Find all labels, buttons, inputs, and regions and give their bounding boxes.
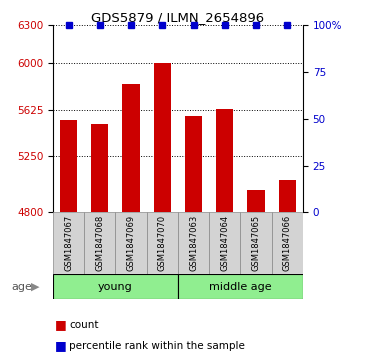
Text: GSM1847069: GSM1847069: [127, 215, 135, 271]
Bar: [241, 212, 272, 274]
Title: GDS5879 / ILMN_2654896: GDS5879 / ILMN_2654896: [91, 11, 265, 24]
Bar: [178, 212, 209, 274]
Bar: [115, 212, 147, 274]
Bar: [123, 84, 140, 212]
Text: age: age: [11, 282, 32, 292]
Bar: [216, 109, 233, 212]
Bar: [91, 124, 108, 212]
Bar: [60, 120, 77, 212]
Text: percentile rank within the sample: percentile rank within the sample: [69, 340, 245, 351]
Bar: [53, 212, 84, 274]
Text: GSM1847070: GSM1847070: [158, 215, 167, 271]
Text: young: young: [98, 282, 133, 292]
Text: GSM1847063: GSM1847063: [189, 215, 198, 271]
Text: ■: ■: [55, 318, 66, 331]
Text: ■: ■: [55, 339, 66, 352]
Bar: [53, 274, 178, 299]
Bar: [84, 212, 115, 274]
Bar: [279, 180, 296, 212]
Text: GSM1847067: GSM1847067: [64, 215, 73, 271]
Text: GSM1847064: GSM1847064: [220, 215, 229, 271]
Bar: [247, 190, 265, 212]
Text: GSM1847066: GSM1847066: [283, 215, 292, 271]
Text: GSM1847068: GSM1847068: [95, 215, 104, 271]
Bar: [209, 212, 241, 274]
Bar: [185, 117, 202, 212]
Bar: [154, 63, 171, 212]
Bar: [272, 212, 303, 274]
Text: ▶: ▶: [31, 282, 39, 292]
Bar: [147, 212, 178, 274]
Bar: [178, 274, 303, 299]
Text: middle age: middle age: [209, 282, 272, 292]
Text: count: count: [69, 320, 99, 330]
Text: GSM1847065: GSM1847065: [251, 215, 261, 271]
